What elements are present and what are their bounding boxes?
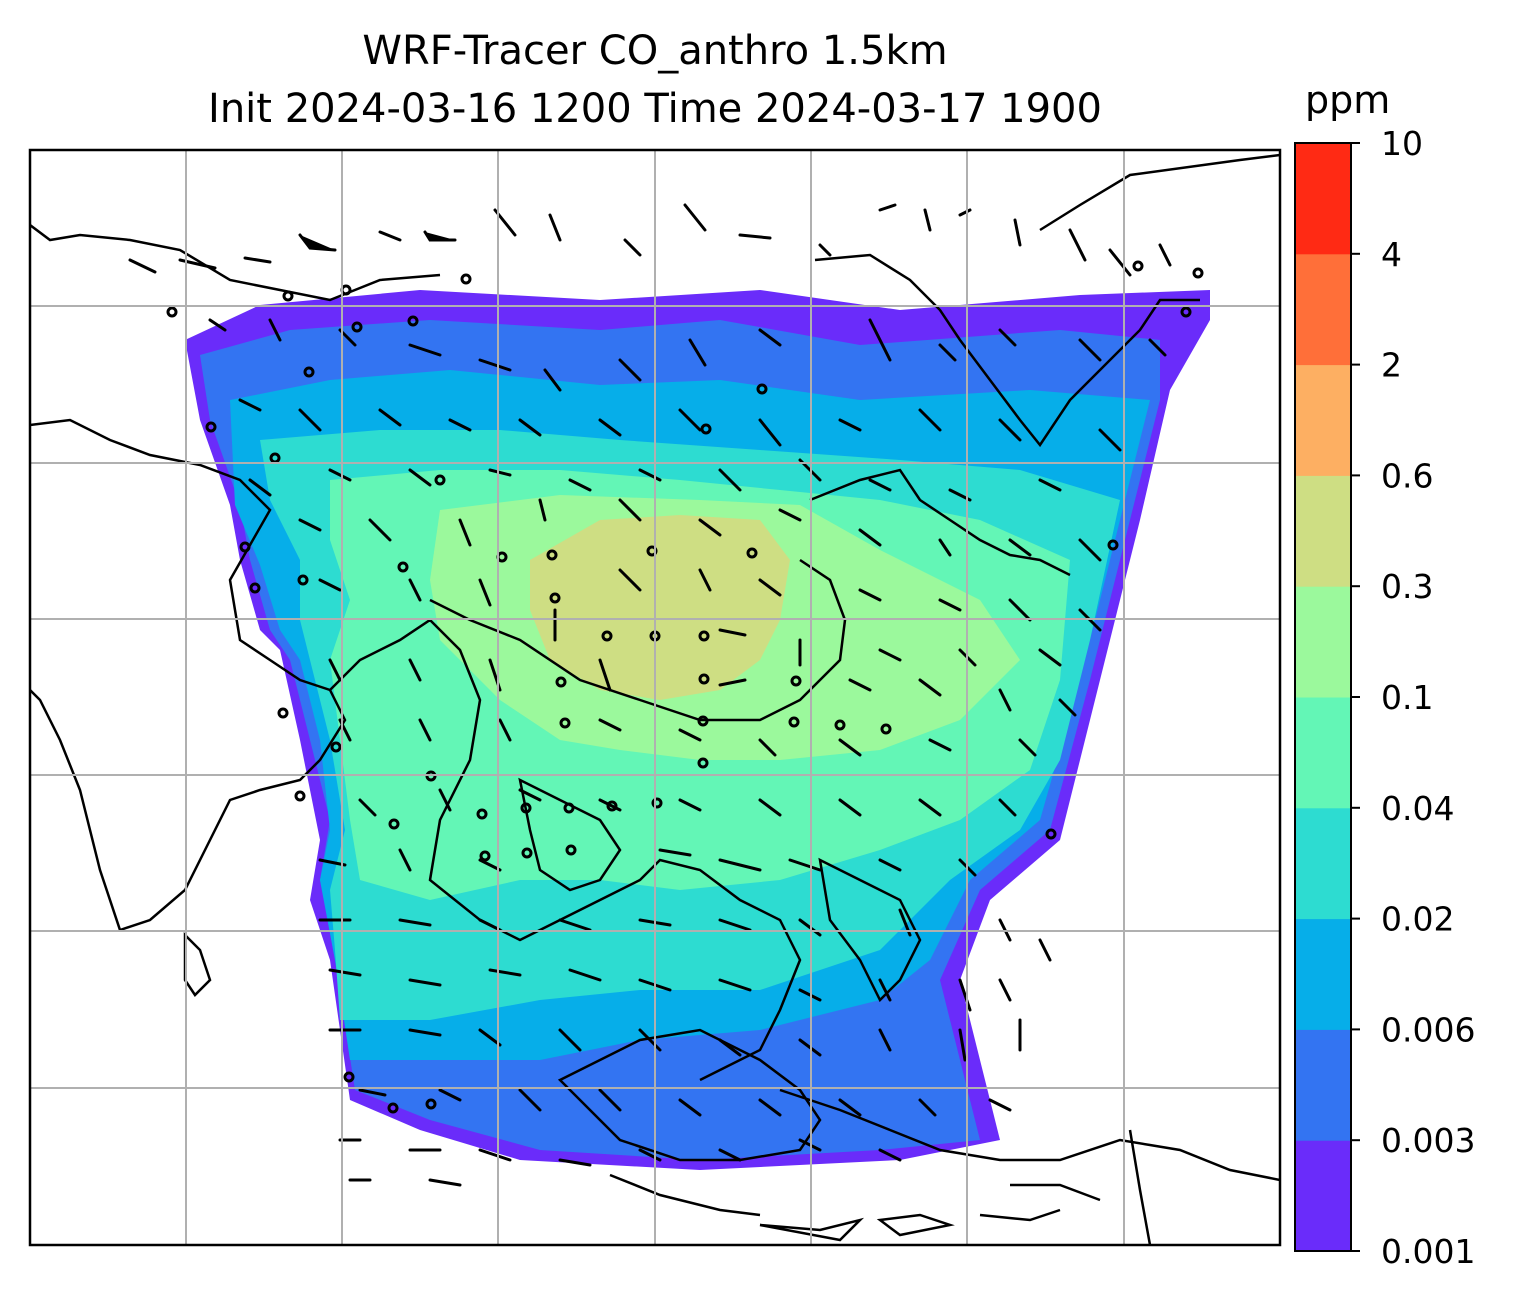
colorbar-tick-label-1: 0.003 — [1381, 1121, 1475, 1160]
colorbar-segment-0 — [1295, 1140, 1351, 1252]
colorbar-segment-1 — [1295, 1029, 1351, 1141]
colorbar-segment-5 — [1295, 586, 1351, 698]
colorbar-segment-8 — [1295, 253, 1351, 366]
colorbar-segment-6 — [1295, 475, 1351, 587]
map-title-line1: WRF-Tracer CO_anthro 1.5km — [362, 28, 948, 74]
colorbar-segment-4 — [1295, 697, 1351, 809]
colorbar-tick-label-7: 0.6 — [1381, 456, 1433, 495]
colorbar-tick-label-0: 0.001 — [1381, 1232, 1475, 1271]
colorbar-segment-7 — [1295, 364, 1351, 476]
colorbar-unit: ppm — [1305, 78, 1391, 122]
colorbar-segment-2 — [1295, 918, 1351, 1030]
colorbar-tick-label-3: 0.02 — [1381, 900, 1454, 939]
colorbar-segment-9 — [1295, 143, 1351, 255]
colorbar-tick-label-8: 2 — [1381, 346, 1402, 385]
colorbar-tick-label-6: 0.3 — [1381, 567, 1433, 606]
colorbar-segment-3 — [1295, 807, 1351, 920]
calm-wind-markers — [166, 260, 1204, 1114]
wind-barbs — [128, 203, 1172, 1187]
colorbar-tick-label-5: 0.1 — [1381, 678, 1433, 717]
colorbar-tick-label-9: 4 — [1381, 235, 1402, 274]
colorbar-tick-label-4: 0.04 — [1381, 789, 1454, 828]
field-band-03 — [530, 515, 790, 700]
gridlines — [30, 150, 1280, 1245]
colorbar-tick-label-10: 10 — [1381, 124, 1423, 163]
map-title-line2: Init 2024-03-16 1200 Time 2024-03-17 190… — [208, 86, 1102, 132]
map-frame — [28, 148, 1282, 1247]
colorbar-tick-label-2: 0.006 — [1381, 1010, 1475, 1049]
